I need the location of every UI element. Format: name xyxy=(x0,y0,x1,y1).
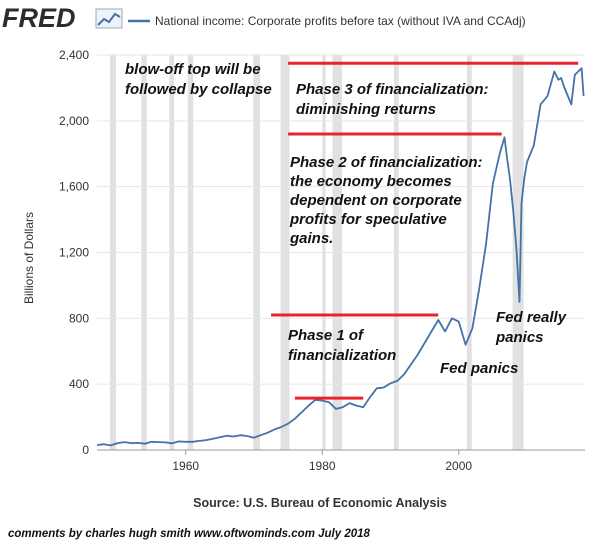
x-tick-label-1980: 1980 xyxy=(309,459,336,473)
annotation-fed-panics: Fed panics xyxy=(440,360,518,377)
annotation-blowoff: blow-off top will be followed by collaps… xyxy=(125,61,272,98)
y-tick-label-1200: 1,200 xyxy=(59,246,89,260)
series-line-0 xyxy=(96,67,585,447)
line-chart-icon xyxy=(95,8,123,29)
credit-line: comments by charles hugh smith www.oftwo… xyxy=(8,528,371,540)
y-tick-label-400: 400 xyxy=(69,377,89,391)
annotation-lines xyxy=(271,61,579,400)
y-axis-label: Billions of Dollars xyxy=(22,212,36,304)
annotation-phase2: Phase 2 of financialization: the economy… xyxy=(289,154,487,247)
gridlines xyxy=(97,54,585,451)
series-lines xyxy=(96,67,585,447)
fred-logo[interactable]: FRED xyxy=(2,3,76,33)
x-tick-label-1960: 1960 xyxy=(172,459,199,473)
annotation-phase3: Phase 3 of financialization: diminishing… xyxy=(296,81,493,118)
y-tick-label-2400: 2,400 xyxy=(59,48,89,62)
source-note: Source: U.S. Bureau of Economic Analysis xyxy=(193,496,447,510)
y-tick-label-800: 800 xyxy=(69,311,89,325)
y-tick-label-1600: 1,600 xyxy=(59,180,89,194)
annotation-phase1: Phase 1 of financialization xyxy=(288,327,396,364)
y-tick-label-0: 0 xyxy=(82,443,89,457)
y-axis-ticks: 0 400 800 1,200 1,600 2,000 2,400 xyxy=(59,48,89,457)
series-title: National income: Corporate profits befor… xyxy=(155,14,526,28)
annotation-fed-really-panics: Fed really panics xyxy=(495,309,570,346)
x-tick-label-2000: 2000 xyxy=(445,459,472,473)
x-axis-ticks: 1960 1980 2000 xyxy=(172,450,472,473)
fred-header: FRED National income: Corporate profits … xyxy=(2,3,526,33)
y-tick-label-2000: 2,000 xyxy=(59,114,89,128)
